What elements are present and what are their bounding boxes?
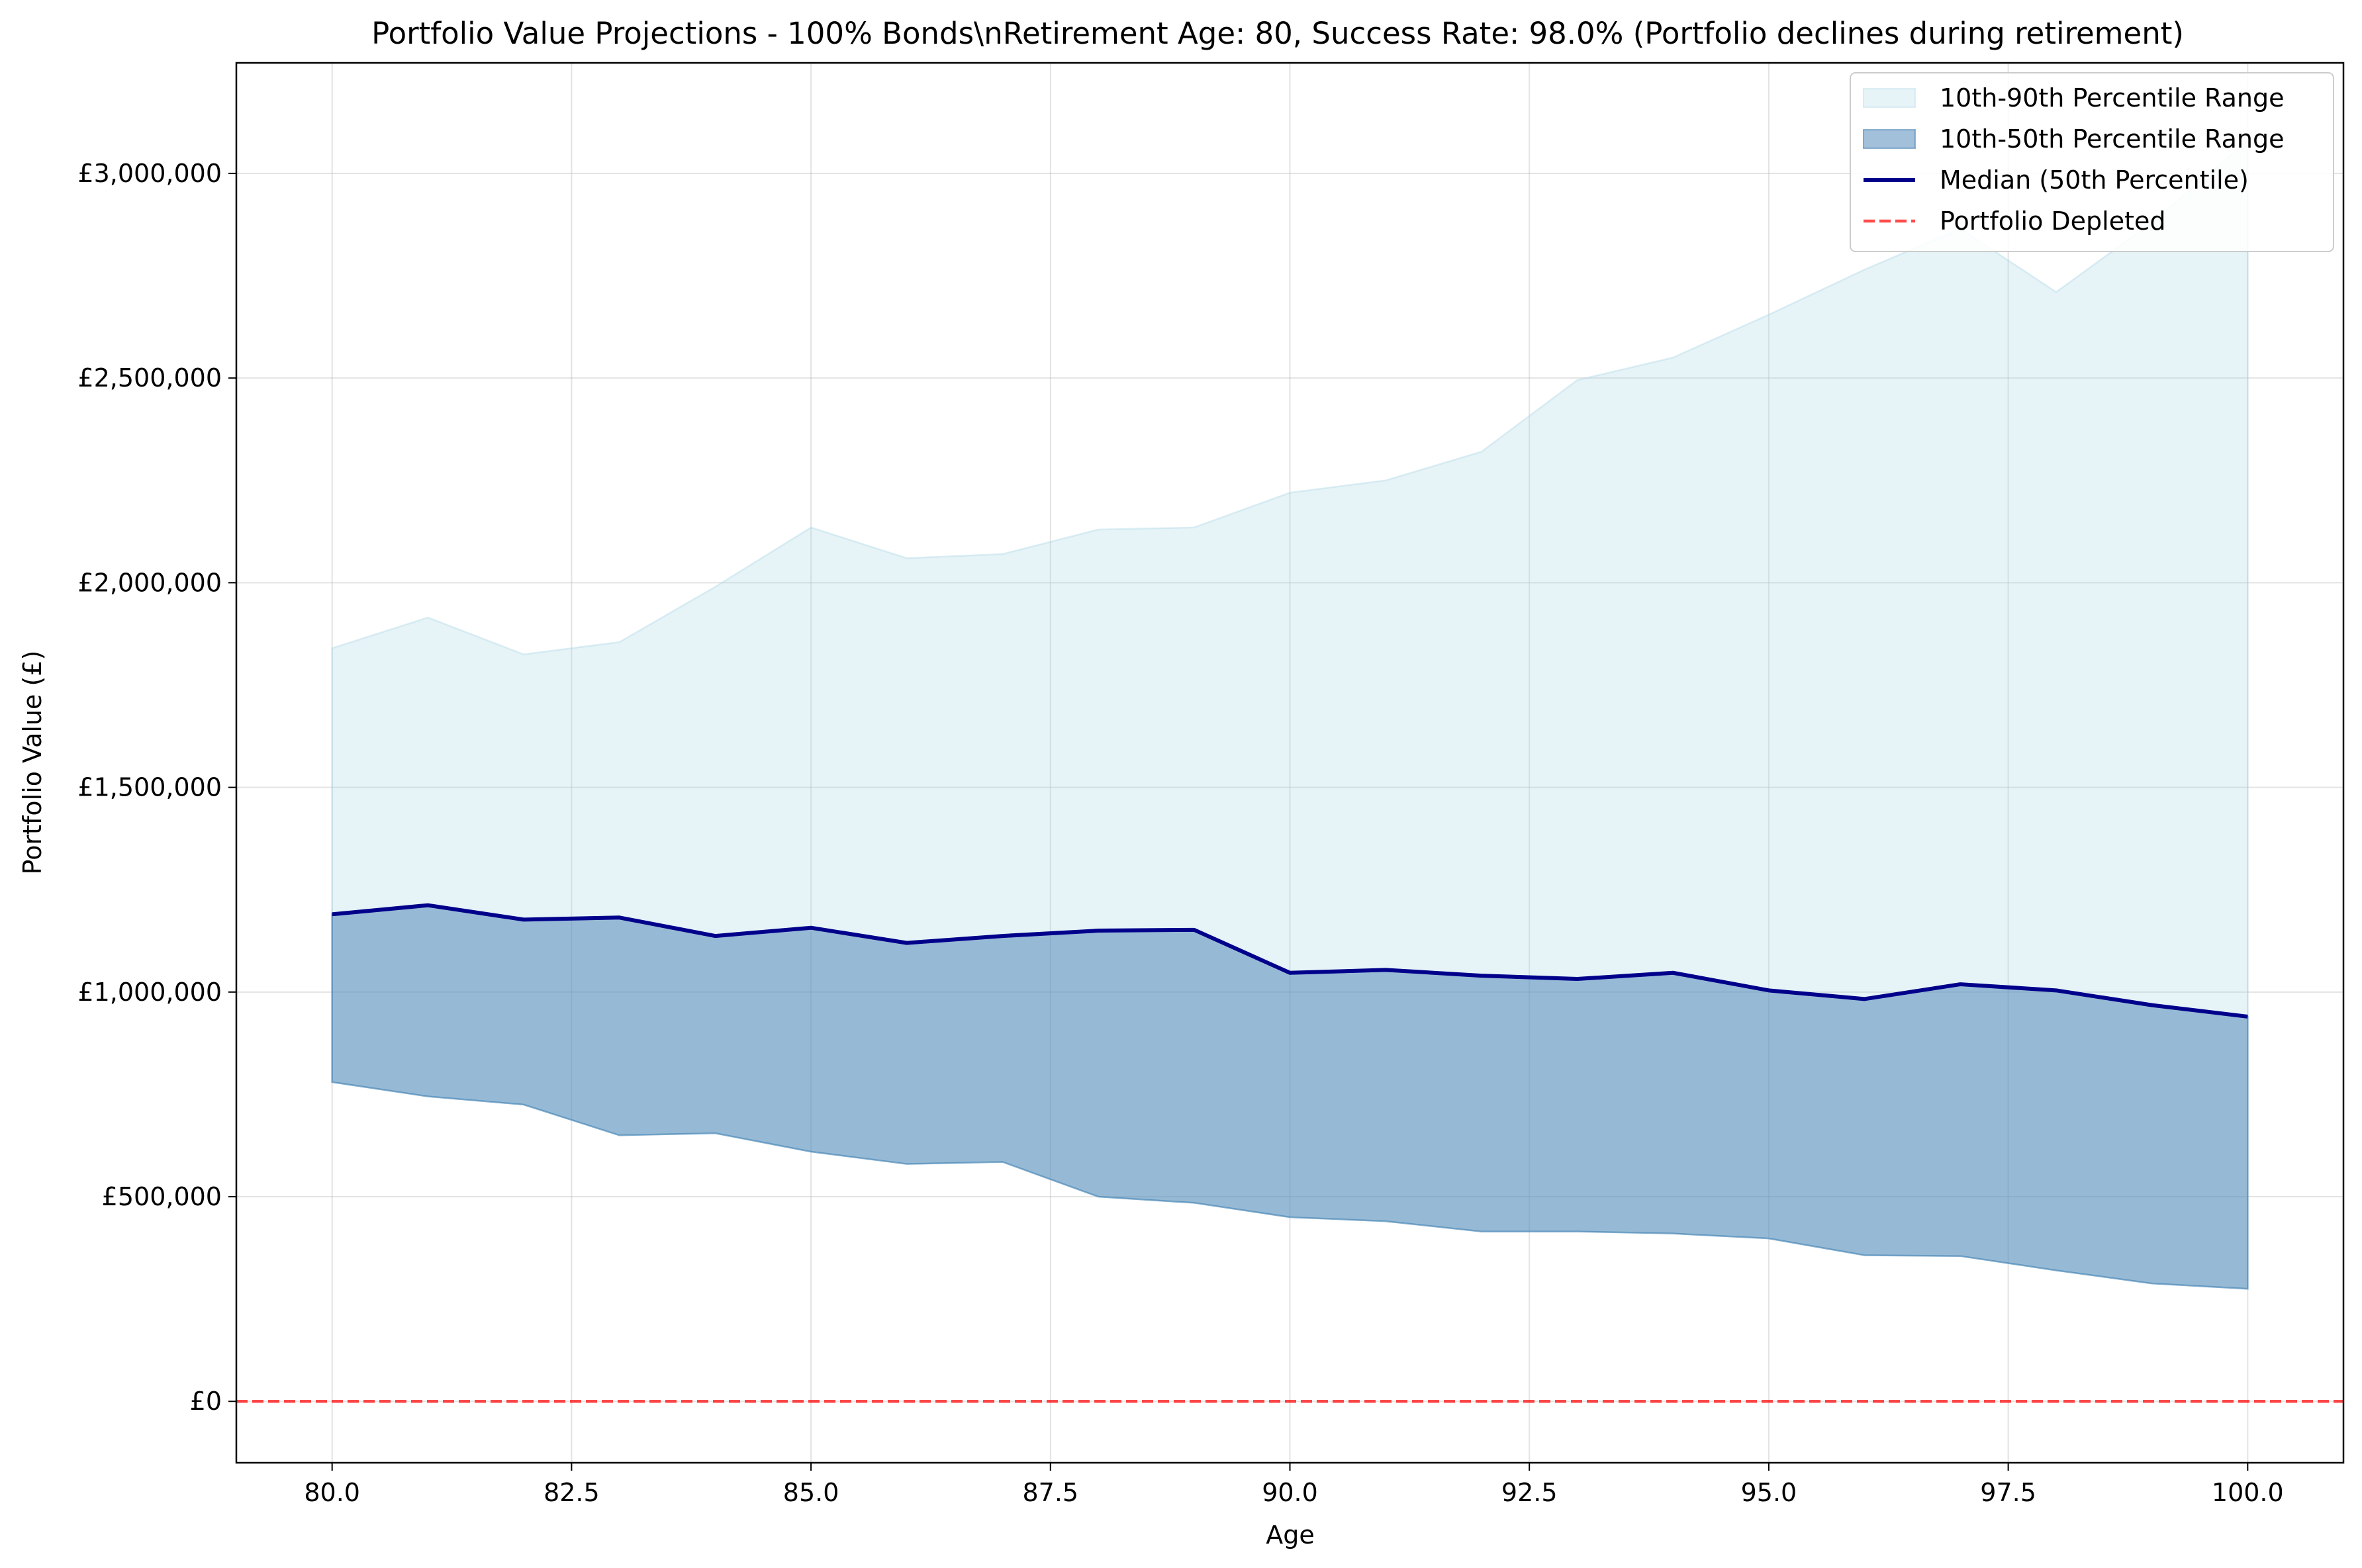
- legend-box: [1850, 72, 2334, 252]
- legend-label: Median (50th Percentile): [1940, 165, 2249, 195]
- legend: 10th-90th Percentile Range 10th-50th Perc…: [1850, 72, 2334, 252]
- legend-swatch: [1863, 88, 1916, 108]
- legend-label: 10th-50th Percentile Range: [1940, 124, 2284, 154]
- x-tick-label: 100.0: [2212, 1478, 2284, 1507]
- x-tick-label: 80.0: [304, 1478, 360, 1507]
- y-axis-title: Portfolio Value (£): [18, 651, 47, 875]
- y-tick-label: £1,000,000: [77, 978, 222, 1007]
- x-tick-label: 95.0: [1741, 1478, 1797, 1507]
- x-tick-label: 87.5: [1022, 1478, 1078, 1507]
- x-axis-title: Age: [1266, 1520, 1315, 1549]
- y-tick-label: £500,000: [102, 1182, 222, 1211]
- plot-frame: [235, 62, 2345, 1464]
- y-axis-ticks: £0 £500,000 £1,000,000 £1,500,000 £2,000,000…: [77, 159, 236, 1416]
- x-tick-label: 90.0: [1262, 1478, 1318, 1507]
- y-tick-label: £0: [190, 1387, 222, 1416]
- x-axis-ticks: 80.0 82.5 85.0 87.5 90.0 92.5 95.0 97.5 100.0: [304, 1463, 2284, 1507]
- line-layer: [236, 903, 2343, 1403]
- legend-label: Portfolio Depleted: [1940, 207, 2166, 236]
- y-tick-label: £2,500,000: [77, 363, 222, 392]
- chart-title: Portfolio Value Projections - 100% Bonds…: [371, 16, 2184, 51]
- x-tick-label: 82.5: [543, 1478, 600, 1507]
- median-line: [332, 903, 2248, 1019]
- y-tick-label: £1,500,000: [77, 773, 222, 802]
- x-tick-label: 92.5: [1501, 1478, 1558, 1507]
- y-tick-label: £2,000,000: [77, 568, 222, 597]
- x-tick-label: 85.0: [783, 1478, 839, 1507]
- x-tick-label: 97.5: [1980, 1478, 2036, 1507]
- legend-swatch: [1863, 129, 1916, 149]
- y-tick-label: £3,000,000: [77, 159, 222, 188]
- legend-label: 10th-90th Percentile Range: [1940, 83, 2284, 113]
